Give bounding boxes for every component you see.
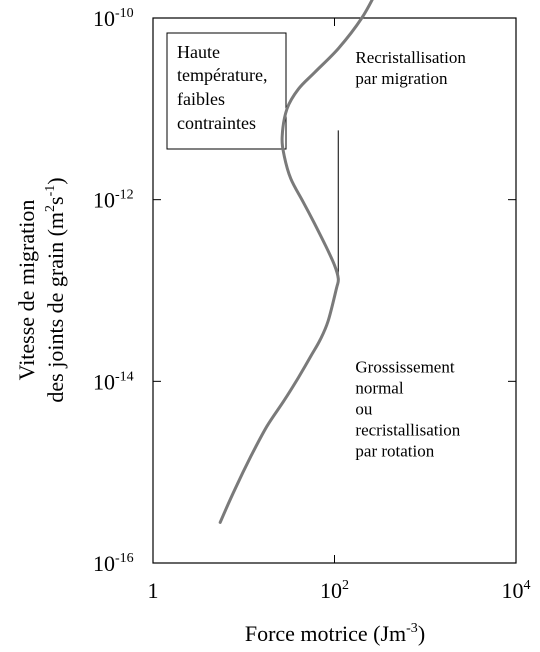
annotation-line: par rotation: [355, 442, 434, 461]
y-axis-label-line1: Vitesse de migration: [14, 200, 39, 381]
y-tick-label: 10-10: [93, 6, 134, 31]
condition-box: [166, 32, 287, 150]
x-tick-label: 102: [320, 578, 349, 603]
x-axis-label: Force motrice (Jm-3): [245, 621, 425, 646]
annotation-line: ou: [355, 400, 373, 419]
annotation-line: Grossissement: [355, 358, 454, 377]
annotation-line: par migration: [355, 69, 448, 88]
box-line: faibles: [177, 89, 225, 109]
x-tick-label: 1: [148, 578, 159, 603]
annotation-line: normal: [355, 379, 403, 398]
x-tick-label: 104: [502, 578, 531, 603]
y-axis-label-line2: des joints de grain (m2s-1): [43, 177, 68, 402]
annotation-grossissement: Grossissement normal ou recristallisatio…: [355, 358, 464, 461]
condition-box-label: Haute température, faibles contraintes: [177, 42, 272, 133]
box-line: contraintes: [177, 113, 256, 133]
y-tick-label: 10-12: [93, 188, 134, 213]
annotation-recristallisation: Recristallisation par migration: [355, 48, 470, 88]
tick-labels: 1 102 104 10-10 10-12 10-14 10-16: [93, 6, 531, 603]
box-line: Haute: [177, 42, 220, 62]
annotation-line: Recristallisation: [355, 48, 466, 67]
axis-ticks: [152, 17, 517, 564]
y-tick-label: 10-14: [93, 369, 134, 394]
series-line: [218, 0, 374, 524]
annotation-line: recristallisation: [355, 421, 460, 440]
box-line: température,: [177, 65, 267, 85]
y-tick-label: 10-16: [93, 551, 134, 576]
